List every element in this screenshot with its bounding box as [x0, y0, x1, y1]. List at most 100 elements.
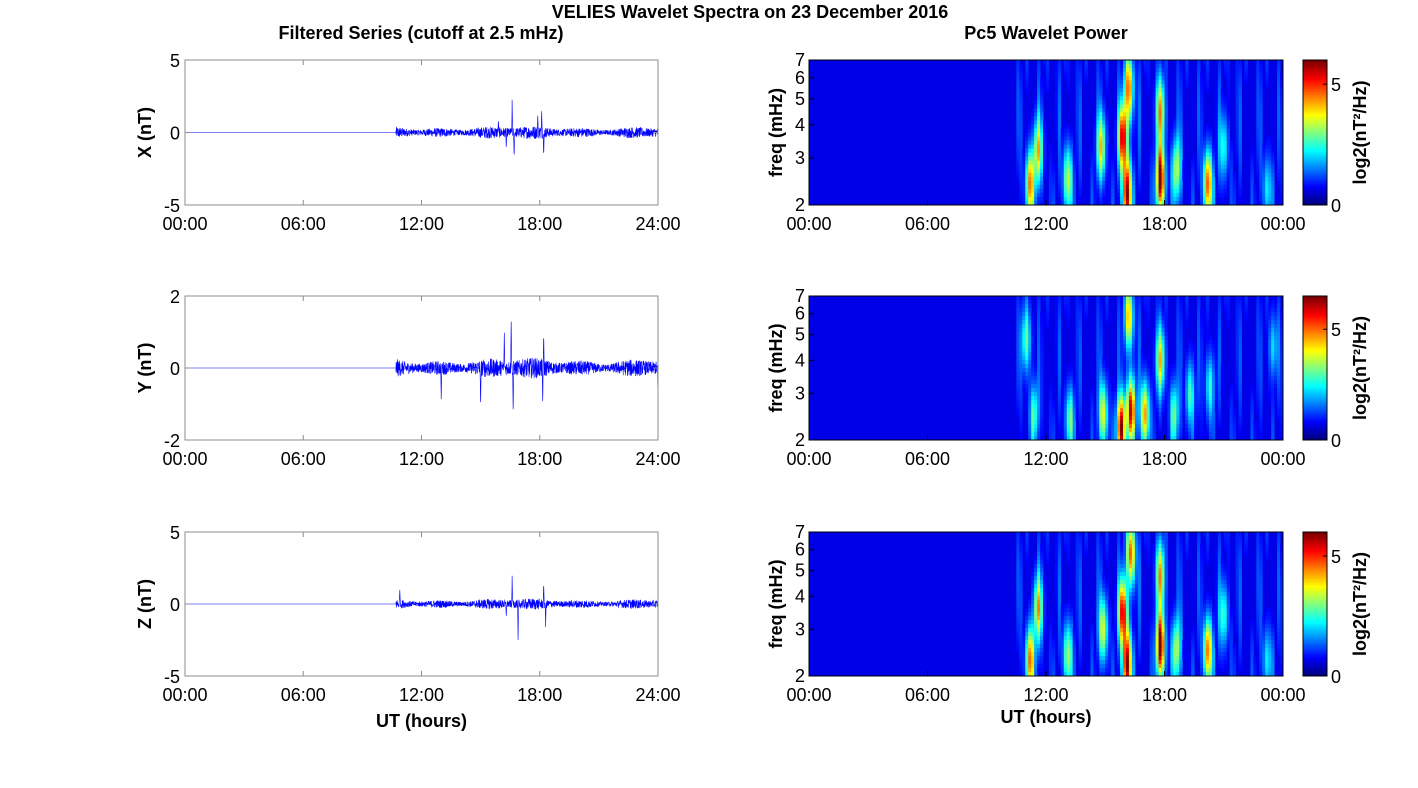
heatmap-cell: [1149, 384, 1154, 389]
heatmap-cell: [1028, 360, 1032, 365]
heatmap-cell: [1158, 416, 1162, 421]
heatmap-cell: [1057, 632, 1062, 637]
heatmap-cell: [1208, 360, 1213, 365]
heatmap-cell: [1256, 352, 1260, 357]
heatmap-cell: [1238, 160, 1242, 166]
heatmap-cell: [1054, 300, 1059, 305]
heatmap-cell: [1025, 128, 1029, 133]
heatmap-cell: [1128, 72, 1133, 77]
heatmap-cell: [1093, 664, 1097, 669]
heatmap-cell: [1125, 404, 1130, 409]
heatmap-cell: [1256, 328, 1260, 333]
heatmap-cell: [1214, 88, 1219, 93]
heatmap-cell: [1134, 416, 1139, 421]
heatmap-cell: [1093, 132, 1097, 137]
heatmap-cell: [1268, 156, 1272, 162]
heatmap-cell: [1114, 420, 1118, 425]
heatmap-cell: [1164, 120, 1168, 125]
heatmap-cell: [1277, 352, 1281, 357]
heatmap-cell: [1176, 308, 1180, 313]
heatmap-cell: [1229, 200, 1234, 206]
heatmap-cell: [1238, 104, 1242, 109]
heatmap-cell: [1232, 424, 1236, 429]
heatmap-cell: [1034, 200, 1038, 206]
heatmap-cell: [1111, 416, 1115, 421]
heatmap-cell: [1238, 344, 1242, 349]
heatmap-cell: [1096, 104, 1100, 109]
heatmap-cell: [1025, 148, 1029, 154]
heatmap-cell: [1040, 652, 1044, 657]
heatmap-cell: [1256, 100, 1260, 105]
heatmap-cell: [1054, 312, 1059, 317]
heatmap-cell: [1057, 572, 1062, 577]
heatmap-cell: [1152, 144, 1157, 150]
heatmap-cell: [1152, 164, 1157, 170]
heatmap-cell: [1217, 188, 1222, 194]
heatmap-cell: [1114, 432, 1118, 437]
x-axis-label: UT (hours): [376, 711, 467, 731]
heatmap-cell: [1253, 432, 1257, 437]
heatmap-cell: [1016, 576, 1020, 581]
heatmap-cell: [1120, 352, 1124, 357]
heatmap-cell: [1123, 104, 1127, 109]
heatmap-cell: [1265, 320, 1269, 325]
heatmap-cell: [1158, 108, 1162, 113]
heatmap-cell: [1031, 320, 1035, 325]
heatmap-cell: [1200, 308, 1204, 313]
heatmap-cell: [1019, 660, 1023, 665]
heatmap-cell: [1152, 172, 1157, 178]
heatmap-cell: [1188, 360, 1192, 365]
heatmap-cell: [1043, 632, 1047, 637]
heatmap-cell: [1066, 436, 1071, 441]
heatmap-cell: [1259, 364, 1263, 369]
heatmap-cell: [1155, 200, 1159, 206]
heatmap-cell: [1128, 96, 1133, 101]
heatmap-cell: [1019, 76, 1023, 81]
heatmap-cell: [1016, 360, 1020, 365]
heatmap-cell: [1022, 628, 1026, 633]
heatmap-cell: [1075, 116, 1079, 121]
heatmap-cell: [1102, 368, 1106, 373]
heatmap-cell: [1016, 408, 1020, 413]
heatmap-cell: [1220, 380, 1225, 385]
heatmap-cell: [1217, 172, 1222, 178]
heatmap-cell: [1102, 148, 1106, 154]
heatmap-cell: [1019, 428, 1023, 433]
heatmap-cell: [1223, 144, 1228, 150]
heatmap-cell: [1182, 384, 1186, 389]
heatmap-cell: [1090, 648, 1094, 653]
heatmap-cell: [1123, 408, 1127, 413]
heatmap-cell: [1016, 312, 1020, 317]
heatmap-cell: [1108, 176, 1112, 182]
heatmap-cell: [1217, 140, 1222, 145]
heatmap-cell: [1108, 612, 1112, 617]
heatmap-cell: [1137, 104, 1142, 109]
heatmap-cell: [1034, 396, 1038, 401]
heatmap-cell: [1040, 176, 1044, 182]
heatmap-cell: [1238, 120, 1242, 125]
x-tick-label: 18:00: [1142, 449, 1187, 469]
heatmap-cell: [1057, 588, 1062, 593]
heatmap-cell: [1173, 364, 1177, 369]
heatmap-cell: [1028, 344, 1032, 349]
heatmap-cell: [1146, 88, 1151, 93]
heatmap-cell: [1164, 404, 1168, 409]
colorbar-segment: [1303, 416, 1327, 419]
heatmap-cell: [1025, 548, 1029, 553]
heatmap-cell: [1057, 108, 1062, 113]
heatmap-cell: [1280, 400, 1284, 405]
heatmap-cell: [1025, 356, 1029, 361]
heatmap-cell: [1028, 336, 1032, 341]
heatmap-cell: [1268, 312, 1272, 317]
heatmap-cell: [1117, 364, 1121, 369]
heatmap-cell: [1176, 340, 1180, 345]
heatmap-cell: [1123, 108, 1127, 113]
heatmap-cell: [1173, 404, 1177, 409]
heatmap-cell: [1235, 60, 1239, 65]
heatmap-cell: [1102, 436, 1106, 441]
heatmap-cell: [1096, 400, 1100, 405]
heatmap-cell: [1238, 356, 1242, 361]
heatmap-cell: [1123, 120, 1127, 125]
heatmap-cell: [1090, 148, 1094, 154]
heatmap-cell: [1096, 148, 1100, 154]
